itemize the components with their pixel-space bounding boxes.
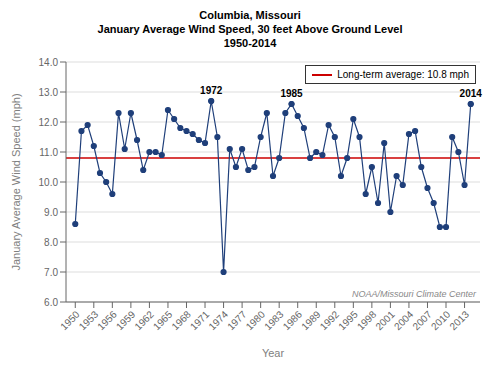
svg-text:2010: 2010: [429, 308, 453, 332]
svg-text:1953: 1953: [77, 308, 101, 332]
svg-text:13.0: 13.0: [39, 87, 59, 98]
svg-text:2014: 2014: [460, 88, 483, 99]
svg-text:1950: 1950: [58, 308, 82, 332]
svg-text:2004: 2004: [392, 308, 416, 332]
svg-text:1962: 1962: [132, 308, 156, 332]
svg-text:1971: 1971: [188, 308, 212, 332]
svg-text:1956: 1956: [95, 308, 119, 332]
html-text:1950-2014: 1950-2014: [223, 37, 277, 49]
svg-text:6.0: 6.0: [44, 297, 58, 308]
svg-text:1980: 1980: [244, 308, 268, 332]
svg-text:1989: 1989: [299, 308, 323, 332]
svg-text:7.0: 7.0: [44, 267, 58, 278]
svg-text:Year: Year: [262, 347, 285, 357]
svg-text:1965: 1965: [151, 308, 175, 332]
svg-text:8.0: 8.0: [44, 237, 58, 248]
svg-text:January Average Wind Speed (mp: January Average Wind Speed (mph): [10, 93, 22, 270]
svg-text:2013: 2013: [447, 308, 471, 332]
svg-text:11.0: 11.0: [39, 147, 58, 158]
svg-text:10.0: 10.0: [39, 177, 59, 188]
svg-text:1959: 1959: [114, 308, 138, 332]
svg-text:1983: 1983: [262, 308, 286, 332]
svg-text:1998: 1998: [355, 308, 379, 332]
html-text:NOAA/Missouri Climate Center: NOAA/Missouri Climate Center: [352, 289, 476, 299]
svg-text:2007: 2007: [410, 308, 434, 332]
svg-text:2001: 2001: [373, 308, 397, 332]
svg-text:1995: 1995: [336, 308, 360, 332]
svg-text:1972: 1972: [200, 85, 223, 96]
svg-text:14.0: 14.0: [39, 57, 59, 68]
svg-text:1974: 1974: [206, 308, 230, 332]
svg-text:12.0: 12.0: [39, 117, 59, 128]
svg-text:9.0: 9.0: [44, 207, 58, 218]
svg-text:1985: 1985: [280, 88, 303, 99]
html-text:Columbia, Missouri: Columbia, Missouri: [199, 9, 301, 21]
svg-text:1992: 1992: [318, 308, 342, 332]
svg-text:1977: 1977: [225, 308, 249, 332]
svg-text:1986: 1986: [281, 308, 305, 332]
html-text:Long-term average: 10.8 mph: Long-term average: 10.8 mph: [337, 69, 469, 80]
svg-text:1968: 1968: [169, 308, 193, 332]
html-text:January Average Wind Speed, 30: January Average Wind Speed, 30 feet Abov…: [97, 23, 403, 35]
